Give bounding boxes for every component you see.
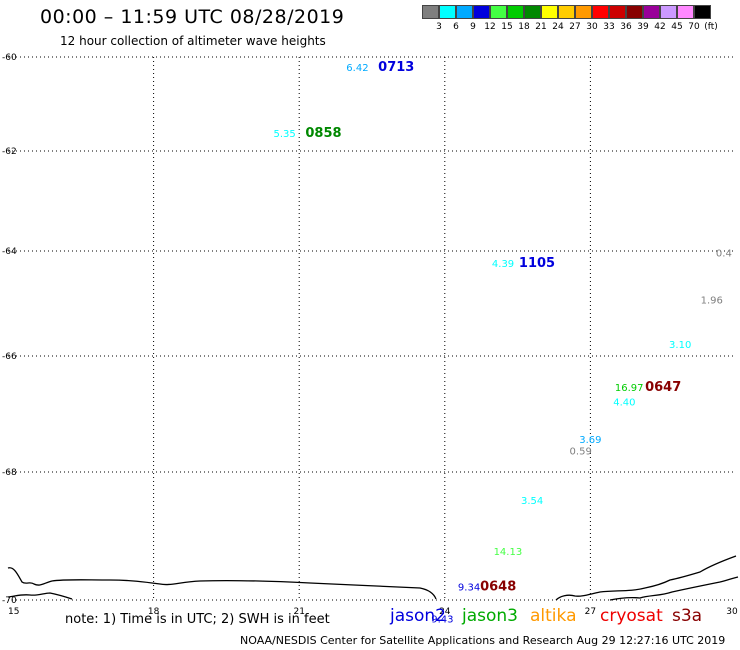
legend-jason3: jason3: [462, 606, 518, 626]
scale-label: 70: [688, 22, 700, 32]
scale-swatch: [694, 5, 711, 19]
scale-swatch: [626, 5, 643, 19]
scale-label: 6: [453, 22, 459, 32]
scale-swatch: [677, 5, 694, 19]
scale-swatch: [422, 5, 439, 19]
footer-credit: NOAA/NESDIS Center for Satellite Applica…: [240, 634, 726, 647]
scale-swatch: [643, 5, 660, 19]
scale-label: 45: [671, 22, 683, 32]
wave-height-value: 3.10: [669, 340, 691, 351]
wave-height-value: 9.34: [458, 582, 480, 593]
legend-cryosat: cryosat: [600, 606, 663, 626]
scale-swatch: [439, 5, 456, 19]
lat-label: -66: [2, 352, 17, 362]
scale-label: 36: [620, 22, 632, 32]
antarctic-coastline-east-lower: [609, 576, 739, 601]
lon-label: 21: [293, 607, 304, 617]
wave-height-value: 0.4: [716, 248, 732, 259]
antarctic-coastline: [7, 567, 437, 600]
observations: 6.42 5.35 4.39 0.4 1.96 3.10 16.97 4.40 3.690.59…: [274, 60, 732, 625]
scale-swatch: [507, 5, 524, 19]
scale-swatch: [524, 5, 541, 19]
wave-height-value: 16.97: [615, 383, 644, 394]
pass-time-label: 0858: [305, 126, 341, 141]
scale-label: 42: [654, 22, 666, 32]
wave-height-value: 5.35: [274, 129, 296, 140]
antarctic-coastline-lower: [7, 592, 73, 600]
scale-swatch: [473, 5, 490, 19]
wave-height-value: 3.54: [521, 496, 543, 507]
scale-label: 24: [552, 22, 564, 32]
scale-swatch: [490, 5, 507, 19]
scale-label: (ft): [704, 22, 718, 32]
legend-s3a: s3a: [672, 606, 703, 626]
scale-label: 18: [518, 22, 530, 32]
lat-label: -60: [2, 53, 17, 63]
wave-height-value: 4.40: [613, 397, 635, 408]
color-scale: [422, 5, 711, 19]
legend-altika: altika: [530, 606, 577, 626]
wave-height-value: 4.39: [492, 259, 514, 270]
pass-time-label: 0647: [645, 380, 681, 395]
scale-swatch: [456, 5, 473, 19]
lat-label: -68: [2, 468, 17, 478]
lon-label: 15: [8, 607, 19, 617]
wave-height-value: 1.96: [701, 296, 723, 307]
map-title: 00:00 – 11:59 UTC 08/28/2019: [40, 6, 345, 28]
scale-label: 33: [603, 22, 615, 32]
lat-label: -64: [2, 247, 17, 257]
scale-label: 21: [535, 22, 547, 32]
scale-label: 30: [586, 22, 598, 32]
scale-swatch: [575, 5, 592, 19]
map-subtitle: 12 hour collection of altimeter wave hei…: [60, 34, 326, 48]
lat-label: -62: [2, 147, 17, 157]
legend-jason2: jason2: [390, 606, 446, 626]
antarctic-coastline-east: [555, 555, 737, 601]
scale-swatch: [660, 5, 677, 19]
wave-height-value: 9.43: [431, 614, 453, 625]
pass-time-label: 1105: [519, 256, 555, 271]
units-note: note: 1) Time is in UTC; 2) SWH is in fe…: [65, 612, 330, 627]
lon-label: 18: [148, 607, 160, 617]
scale-swatch: [541, 5, 558, 19]
lon-label: 30: [726, 607, 738, 617]
scale-label: 39: [637, 22, 649, 32]
wave-height-value: 6.42: [346, 63, 368, 74]
scale-swatch: [592, 5, 609, 19]
pass-time-label: 0713: [378, 60, 414, 75]
scale-label: 12: [484, 22, 496, 32]
lon-label: 27: [585, 607, 596, 617]
scale-label: 9: [470, 22, 476, 32]
lon-label: 24: [439, 607, 451, 617]
scale-swatch: [609, 5, 626, 19]
wave-height-value: 0.59: [570, 447, 592, 458]
scale-label: 27: [569, 22, 581, 32]
lat-label: -70: [2, 596, 17, 606]
scale-label: 3: [436, 22, 442, 32]
pass-time-label: 0648: [480, 579, 516, 594]
scale-swatch: [558, 5, 575, 19]
wave-height-value: 14.13: [494, 547, 523, 558]
scale-label: 15: [501, 22, 513, 32]
wave-height-value: 3.69: [579, 435, 601, 446]
coastline: [7, 555, 739, 601]
